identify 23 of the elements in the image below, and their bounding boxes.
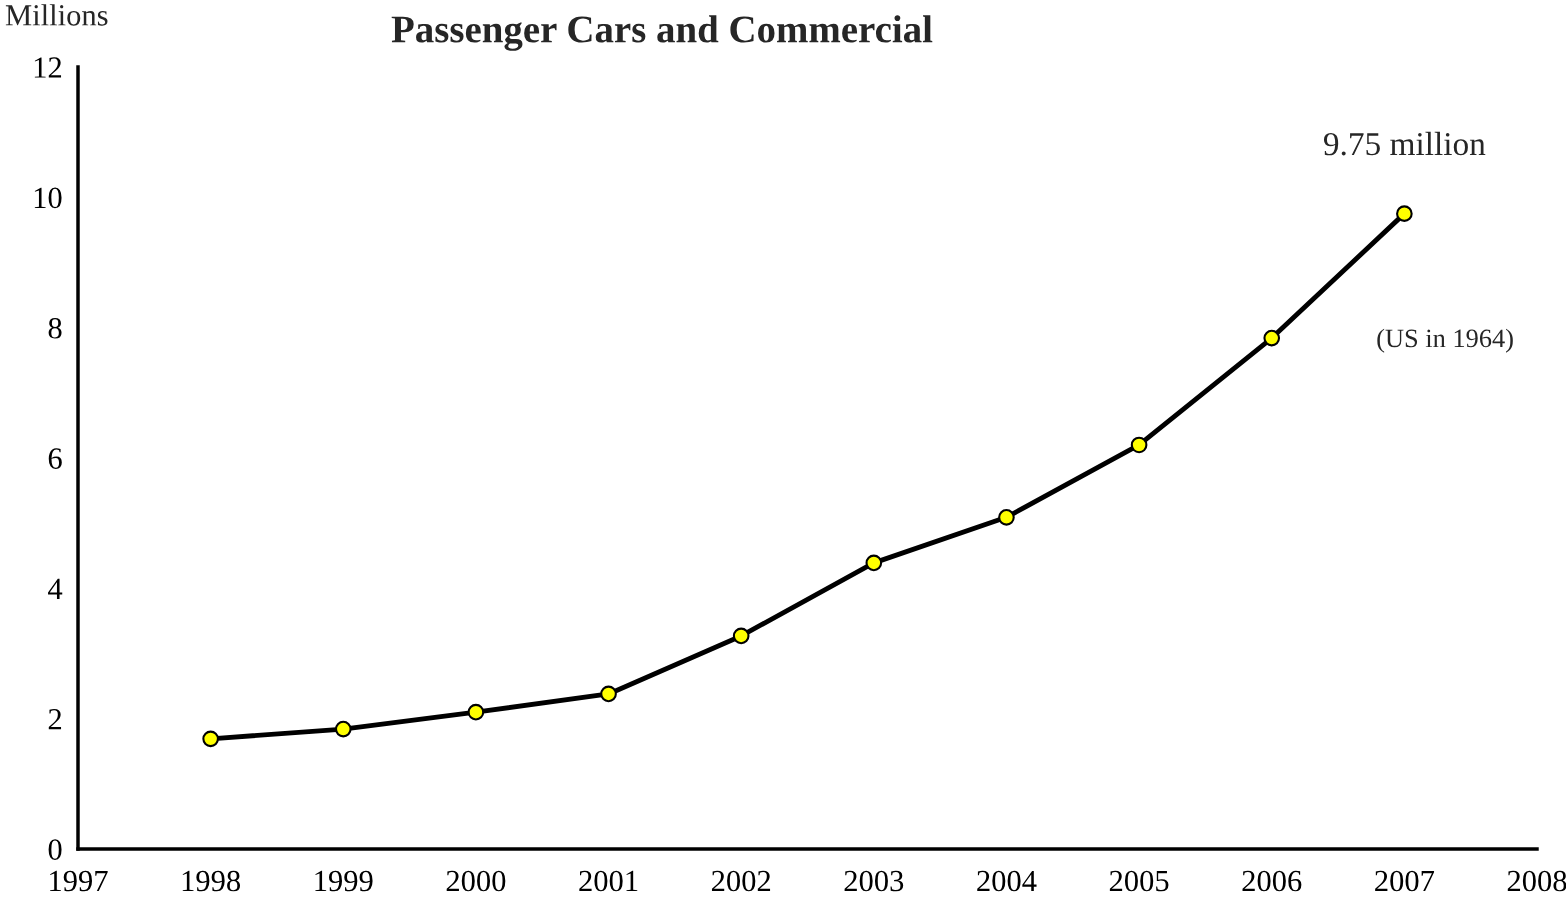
x-tick-label: 2007	[1375, 870, 1435, 892]
y-tick-label: 12	[34, 57, 62, 78]
x-tick-label: 1999	[315, 870, 373, 892]
chart-title: Passenger Cars and Commercial	[391, 15, 933, 51]
y-tick-label: 8	[48, 317, 62, 339]
y-axis-title: Millions	[5, 4, 108, 26]
x-tick-label: 2001	[579, 870, 638, 892]
x-tick-label: 1997	[50, 870, 108, 892]
y-tick-label: 10	[34, 187, 62, 209]
x-tick-label: 2006	[1242, 870, 1302, 892]
y-tick-label: 2	[48, 709, 62, 730]
x-tick-label: 2005	[1109, 870, 1169, 892]
annotation: (US in 1964)	[1377, 328, 1513, 353]
annotation: 9.75 million	[1323, 131, 1486, 156]
x-tick-label: 1998	[182, 870, 241, 892]
y-tick-label: 4	[48, 578, 63, 599]
x-tick-label: 2008	[1507, 870, 1566, 892]
x-tick-label: 2000	[446, 870, 506, 892]
x-tick-label: 2004	[977, 870, 1037, 892]
y-tick-label: 6	[48, 448, 62, 469]
x-tick-label: 2002	[711, 870, 771, 892]
x-tick-label: 2003	[844, 870, 904, 892]
y-tick-label: 0	[48, 839, 62, 860]
